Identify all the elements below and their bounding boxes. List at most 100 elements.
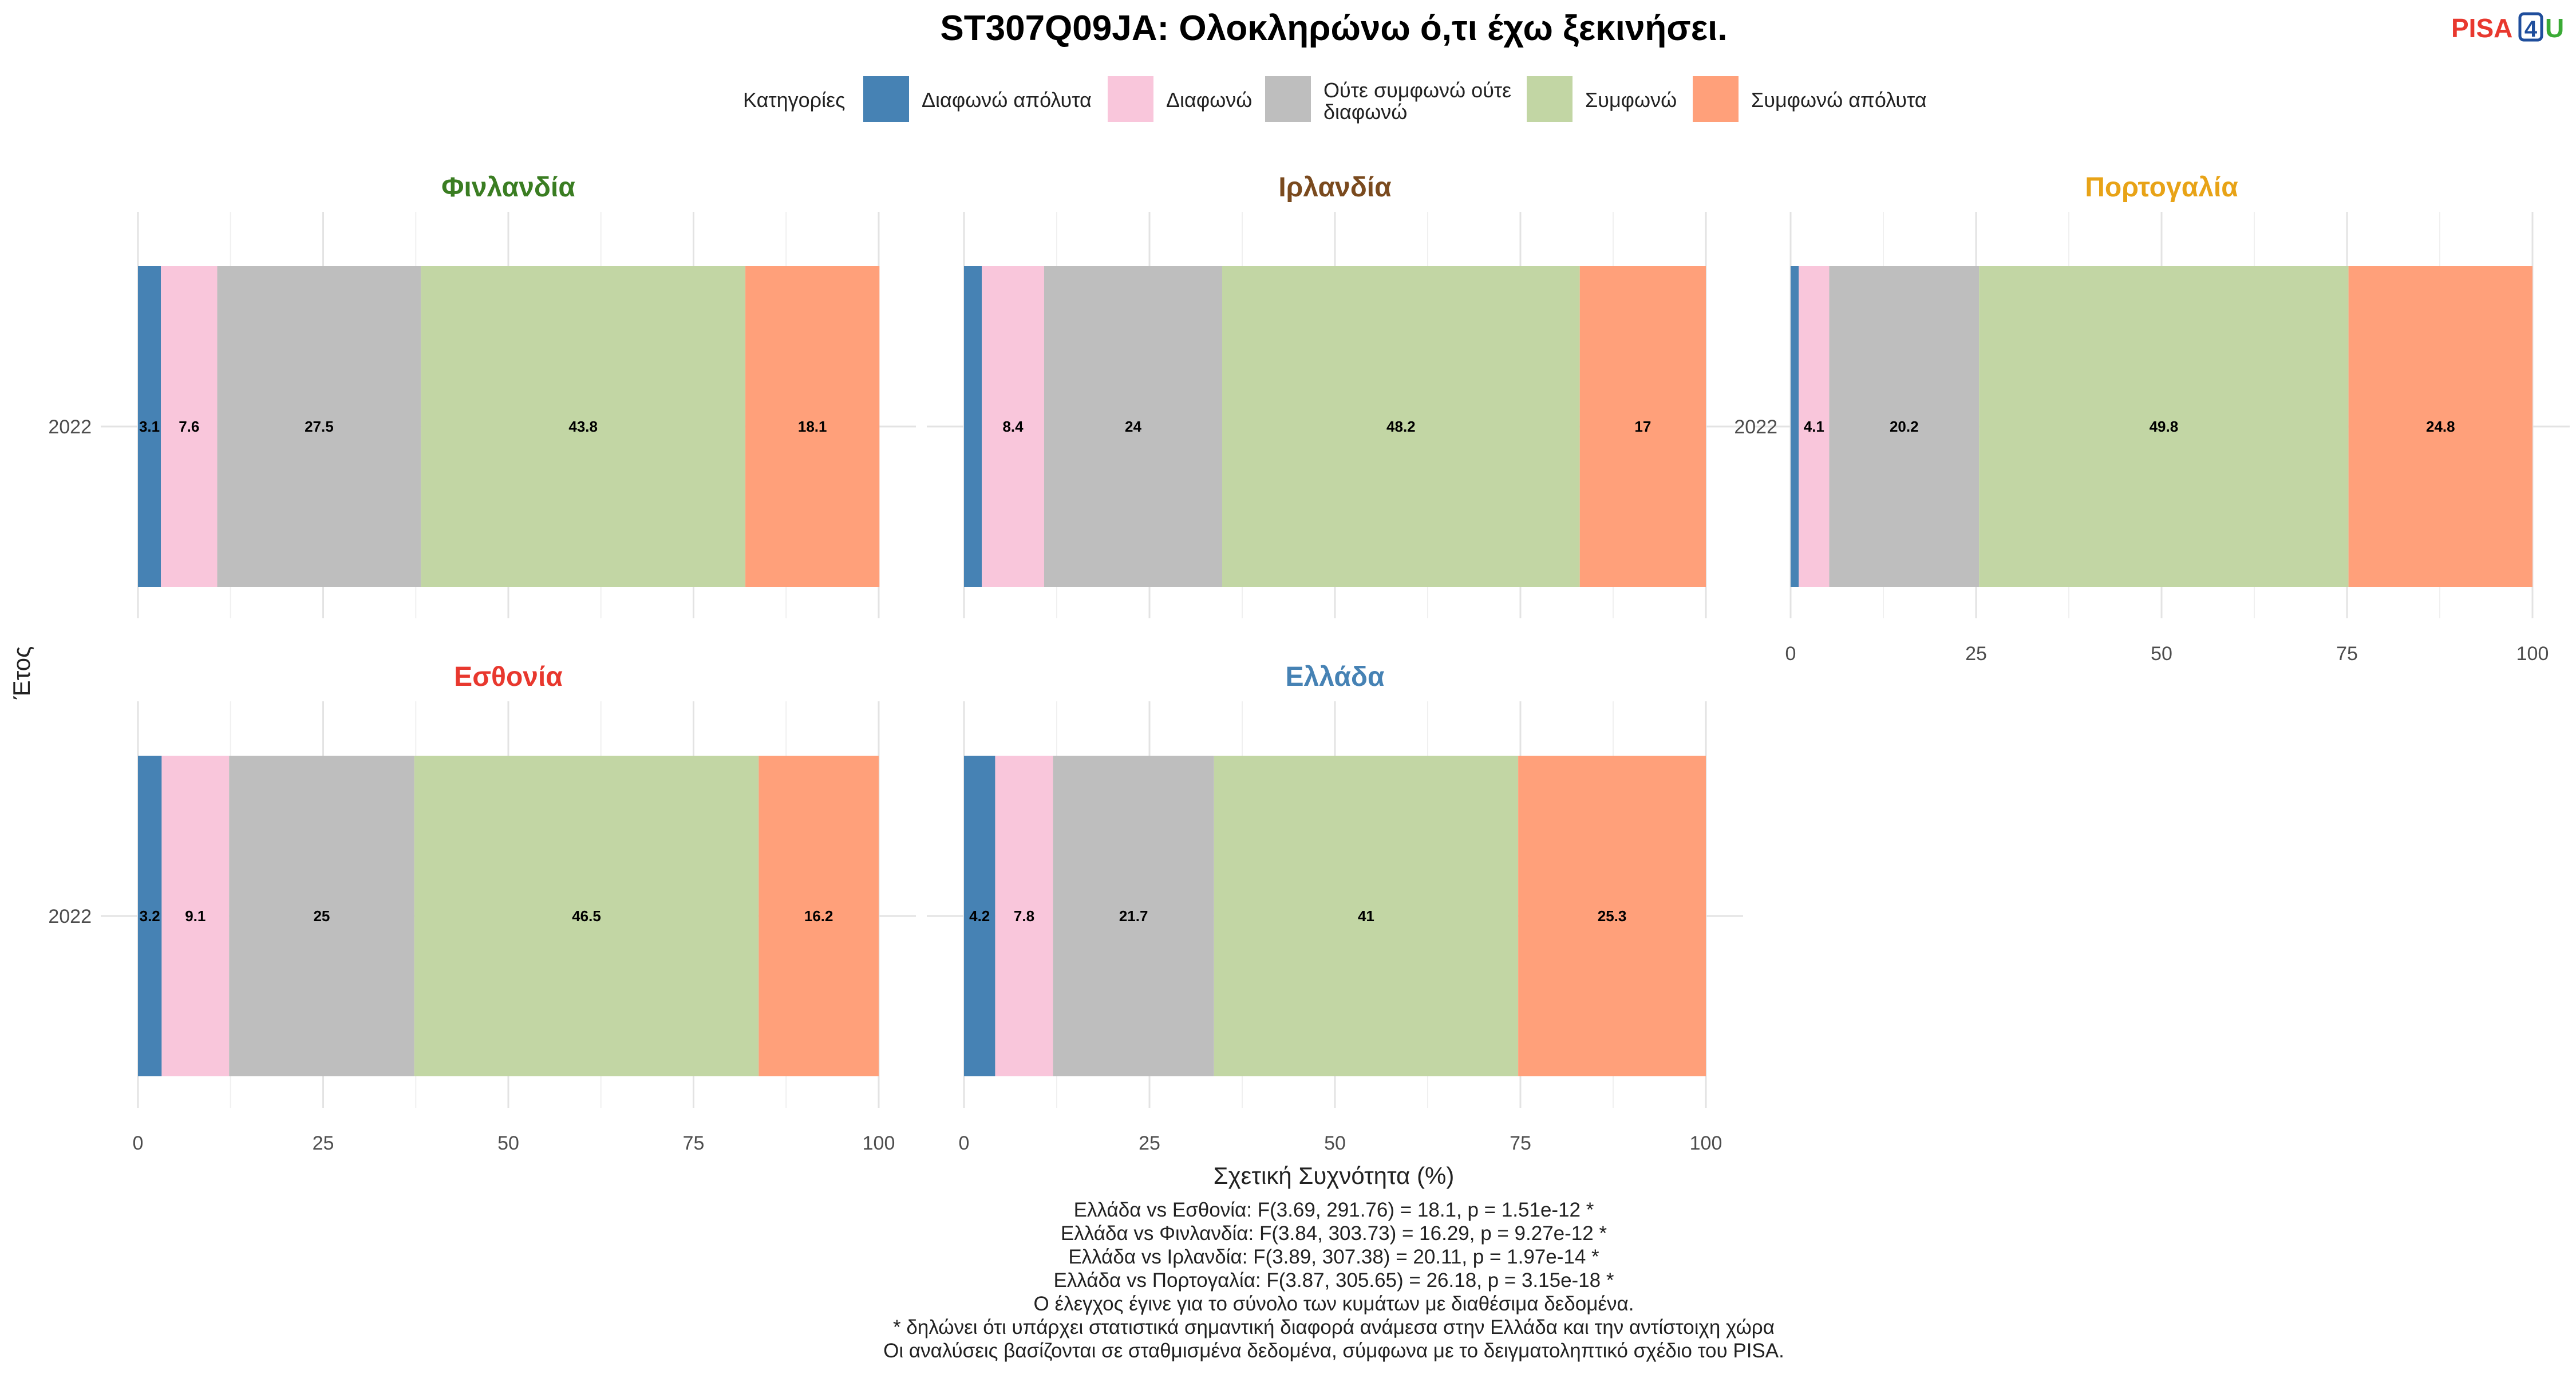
- legend-key: [863, 76, 909, 122]
- bar-label: 20.2: [1890, 418, 1919, 435]
- pisa4u-logo: PISA 4 U: [2451, 12, 2564, 43]
- bar-segment: [229, 756, 414, 1076]
- bar-label: 9.1: [185, 907, 206, 925]
- facet-panel: Ελλάδα 4.2 7.8 21.7 41 25.3 0 25 50 75 100: [927, 662, 1743, 1154]
- logo-text-pisa: PISA: [2451, 13, 2512, 43]
- bar-label: 25: [313, 907, 330, 925]
- bar-segment: [964, 266, 982, 587]
- x-tick-label: 75: [2336, 643, 2358, 665]
- bar-label: 17: [1634, 418, 1651, 435]
- bar-segment: [1518, 756, 1706, 1076]
- bar-segment: [2348, 266, 2532, 587]
- facet-panel: Φινλανδία 2022 3.1 7.6 27.5 43.8 18.1: [48, 172, 916, 618]
- x-tick-label: 100: [863, 1132, 895, 1154]
- facet-panel: Εσθονία 2022 3.2 9.1 25 46.5 16.2 0 25 50 75 100: [48, 662, 916, 1154]
- bar-label: 18.1: [798, 418, 827, 435]
- facet-title: Εσθονία: [454, 662, 563, 692]
- bar-segment: [161, 756, 230, 1076]
- bar-segment: [1829, 266, 1980, 587]
- bar-label: 3.2: [140, 907, 160, 925]
- caption-line: Ελλάδα vs Φινλανδία: F(3.84, 303.73) = 1…: [1061, 1222, 1607, 1245]
- x-tick-label: 50: [1324, 1132, 1346, 1154]
- bar-label: 41: [1358, 907, 1374, 925]
- caption-line: Ελλάδα vs Πορτογαλία: F(3.87, 305.65) = …: [1054, 1269, 1614, 1292]
- bar-label: 8.4: [1002, 418, 1024, 435]
- x-axis-title: Σχετική Συχνότητα (%): [1214, 1162, 1455, 1189]
- bar-segment: [138, 266, 161, 587]
- facet-title: Φινλανδία: [441, 172, 575, 203]
- bar-label: 25.3: [1598, 907, 1627, 925]
- bar-segment: [995, 756, 1053, 1076]
- bar-label: 4.2: [969, 907, 990, 925]
- bar-segment: [1053, 756, 1214, 1076]
- bar-segment: [964, 756, 995, 1076]
- facet-title: Ιρλανδία: [1278, 172, 1392, 203]
- legend-title: Κατηγορίες: [743, 88, 846, 112]
- legend-key: [1108, 76, 1153, 122]
- bar-segment: [1799, 266, 1830, 587]
- bar-segment: [1044, 266, 1223, 587]
- bar-segment: [161, 266, 218, 587]
- bar-segment: [982, 266, 1044, 587]
- logo-text-u: U: [2545, 13, 2564, 43]
- logo-text-4: 4: [2524, 17, 2538, 42]
- bar-label: 4.1: [1804, 418, 1824, 435]
- x-tick-label: 0: [1785, 643, 1796, 665]
- bar-label: 48.2: [1386, 418, 1416, 435]
- caption-line: Οι αναλύσεις βασίζονται σε σταθμισμένα δ…: [883, 1340, 1784, 1362]
- x-tick-label: 25: [313, 1132, 334, 1154]
- facet-title: Ελλάδα: [1286, 662, 1385, 692]
- caption: Ελλάδα vs Εσθονία: F(3.69, 291.76) = 18.…: [883, 1199, 1784, 1362]
- bar-segment: [421, 266, 746, 587]
- x-tick-label: 75: [683, 1132, 705, 1154]
- bar-label: 43.8: [568, 418, 598, 435]
- x-tick-label: 0: [133, 1132, 144, 1154]
- legend-key: [1693, 76, 1739, 122]
- bar-label: 7.8: [1014, 907, 1034, 925]
- bar-segment: [1579, 266, 1706, 587]
- bar-segment: [1791, 266, 1799, 587]
- legend-label: Ούτε συμφωνώ ούτε: [1323, 78, 1511, 102]
- bar-label: 16.2: [804, 907, 833, 925]
- y-axis-title: Έτος: [8, 646, 35, 700]
- chart-title: ST307Q09JA: Ολοκληρώνω ό,τι έχω ξεκινήσε…: [940, 9, 1727, 48]
- legend-key: [1527, 76, 1573, 122]
- caption-line: * δηλώνει ότι υπάρχει στατιστικά σημαντι…: [893, 1316, 1775, 1339]
- bar-label: 21.7: [1119, 907, 1148, 925]
- bar-segment: [1214, 756, 1519, 1076]
- bar-segment: [217, 266, 421, 587]
- bar-label: 24.8: [2426, 418, 2455, 435]
- legend-label: Διαφωνώ απόλυτα: [922, 88, 1092, 112]
- caption-line: Ελλάδα vs Εσθονία: F(3.69, 291.76) = 18.…: [1074, 1199, 1594, 1221]
- bar-label: 24: [1125, 418, 1141, 435]
- x-tick-label: 0: [959, 1132, 970, 1154]
- facets: Φινλανδία 2022 3.1 7.6 27.5 43.8 18.1 Ιρλανδία 8…: [48, 172, 2570, 1154]
- y-tick-label: 2022: [1734, 416, 1777, 438]
- x-tick-label: 25: [1965, 643, 1987, 665]
- bar-label: 49.8: [2150, 418, 2179, 435]
- bar-segment: [1222, 266, 1580, 587]
- bar-label: 27.5: [305, 418, 334, 435]
- legend-label: Συμφωνώ απόλυτα: [1751, 88, 1927, 112]
- legend-key: [1265, 76, 1311, 122]
- facet-panel: Ιρλανδία 8.4 24 48.2 17: [927, 172, 1743, 618]
- legend-label: Διαφωνώ: [1166, 88, 1252, 112]
- legend: Κατηγορίες Διαφωνώ απόλυτα Διαφωνώ Ούτε συμ…: [743, 76, 1927, 124]
- caption-line: Ο έλεγχος έγινε για το σύνολο των κυμάτω…: [1034, 1293, 1634, 1315]
- bar-segment: [138, 756, 162, 1076]
- bar-segment: [745, 266, 880, 587]
- logo-box: [2518, 12, 2543, 42]
- y-tick-label: 2022: [48, 416, 92, 438]
- facet-panel: Πορτογαλία 2022 4.1 20.2 49.8 24.8 0 25 50 75 100: [1734, 172, 2570, 665]
- bar-label: 3.1: [139, 418, 160, 435]
- x-tick-label: 50: [2151, 643, 2172, 665]
- bar-label: 7.6: [179, 418, 199, 435]
- y-tick-label: 2022: [48, 906, 92, 927]
- bar-segment: [414, 756, 759, 1076]
- facet-title: Πορτογαλία: [2085, 172, 2238, 203]
- bar-label: 46.5: [572, 907, 601, 925]
- x-tick-label: 25: [1139, 1132, 1160, 1154]
- bar-segment: [758, 756, 879, 1076]
- bar-segment: [1979, 266, 2349, 587]
